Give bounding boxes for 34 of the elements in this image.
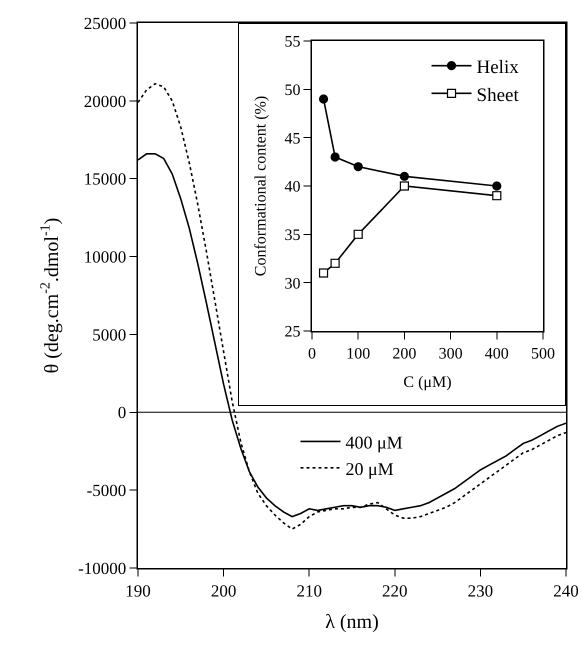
y-tick-label: 30 xyxy=(284,275,300,292)
legend-label: 400 μM xyxy=(346,432,403,452)
x-tick-label: 500 xyxy=(531,346,555,362)
y-tick-label: 25 xyxy=(284,324,300,341)
y-tick-label: 15000 xyxy=(84,170,126,189)
x-axis-title: C (μM) xyxy=(403,374,452,392)
x-tick-label: 240 xyxy=(553,582,579,601)
y-tick-label: 35 xyxy=(284,226,300,244)
y-tick-label: 50 xyxy=(284,82,300,99)
y-tick-label: -5000 xyxy=(86,481,126,500)
x-tick-label: 200 xyxy=(210,582,236,601)
y-tick-label: 25000 xyxy=(84,14,126,33)
x-tick-label: 200 xyxy=(392,346,416,362)
y-tick-label: 20000 xyxy=(84,92,126,111)
legend-label: Helix xyxy=(476,57,520,78)
y-tick-label: 45 xyxy=(284,130,300,148)
x-tick-label: 230 xyxy=(468,582,494,601)
y-axis-title: Conformational content (%) xyxy=(252,96,270,276)
y-tick-label: -10000 xyxy=(78,558,126,578)
x-tick-label: 100 xyxy=(346,346,370,362)
x-tick-label: 0 xyxy=(308,346,316,362)
x-tick-label: 400 xyxy=(484,346,509,362)
x-tick-label: 220 xyxy=(382,582,408,601)
y-tick-label: 40 xyxy=(284,178,300,196)
x-axis-title: λ (nm) xyxy=(325,611,379,634)
y-tick-label: 0 xyxy=(118,403,126,422)
legend-label: 20 μM xyxy=(346,458,394,479)
x-tick-label: 210 xyxy=(296,582,322,601)
x-tick-label: 190 xyxy=(125,582,151,601)
y-tick-label: 5000 xyxy=(92,325,126,344)
y-tick-label: 10000 xyxy=(84,248,126,267)
legend-label: Sheet xyxy=(476,84,520,106)
x-tick-label: 300 xyxy=(438,346,463,362)
y-tick-label: 55 xyxy=(284,34,300,51)
